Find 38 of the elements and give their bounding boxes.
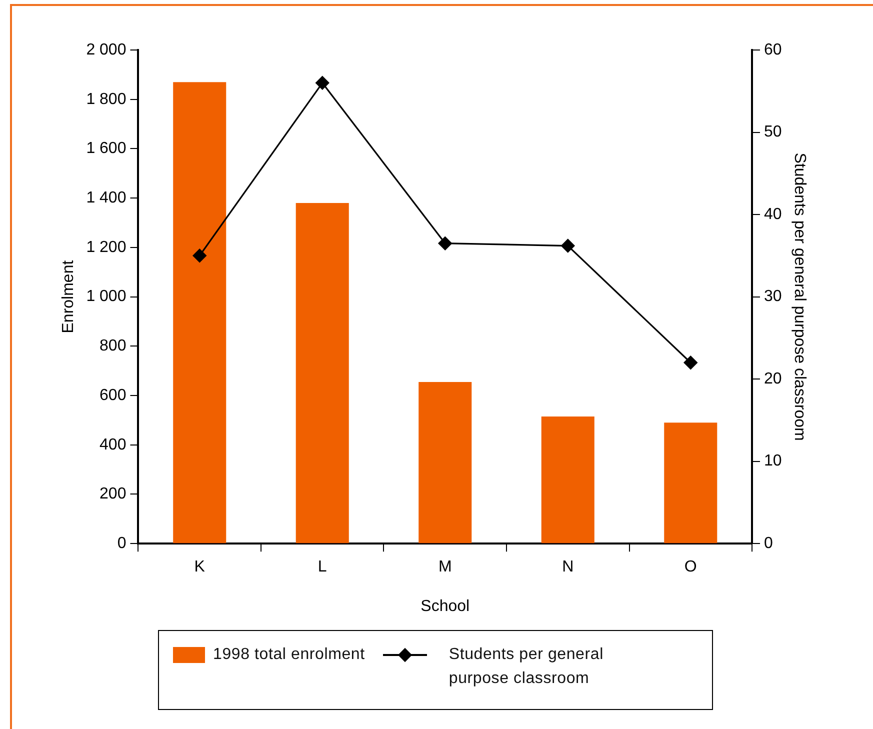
y-tick-label: 2 000	[86, 41, 126, 58]
y-tick-label: 800	[100, 338, 126, 355]
x-tick-label: O	[684, 558, 697, 576]
y-axis-title: Enrolment	[60, 260, 78, 334]
y-tick-label: 0	[117, 535, 126, 552]
point	[684, 356, 698, 370]
y2-tick-label: 10	[764, 452, 782, 470]
bar	[418, 382, 472, 544]
y2-tick-label: 50	[764, 124, 782, 141]
y2-axis-title: Students per general purpose classroom	[790, 152, 808, 441]
x-tick-label: M	[438, 558, 452, 576]
y-tick-label: 1 400	[86, 189, 126, 206]
point	[192, 248, 206, 262]
bar	[296, 203, 349, 544]
y2-tick-label: 30	[764, 288, 782, 306]
y2-tick-label: 40	[764, 206, 782, 223]
y-tick-label: 1 000	[86, 288, 126, 306]
point	[438, 236, 452, 250]
y-tick-label: 1 200	[86, 238, 126, 256]
y-tick-label: 1 600	[86, 140, 126, 158]
x-tick-label: L	[318, 558, 327, 576]
y-tick-label: 600	[100, 386, 126, 404]
bar	[664, 422, 718, 544]
y-tick-label: 400	[100, 436, 126, 454]
y2-tick-label: 20	[764, 370, 782, 388]
point	[561, 238, 575, 253]
y-tick-label: 1 800	[86, 90, 126, 108]
y2-tick-label: 0	[764, 535, 774, 552]
y2-tick-label: 60	[764, 41, 782, 58]
point	[316, 76, 330, 90]
x-axis-title: School	[420, 598, 470, 615]
x-tick-label: K	[194, 558, 206, 576]
legend-label: 1998 total enrolment	[213, 645, 365, 665]
bar	[173, 82, 226, 544]
y-tick-label: 200	[100, 486, 126, 503]
legend-label: Students per general purpose classroom	[448, 645, 604, 689]
x-tick-label: N	[562, 558, 574, 576]
bar	[541, 416, 594, 544]
